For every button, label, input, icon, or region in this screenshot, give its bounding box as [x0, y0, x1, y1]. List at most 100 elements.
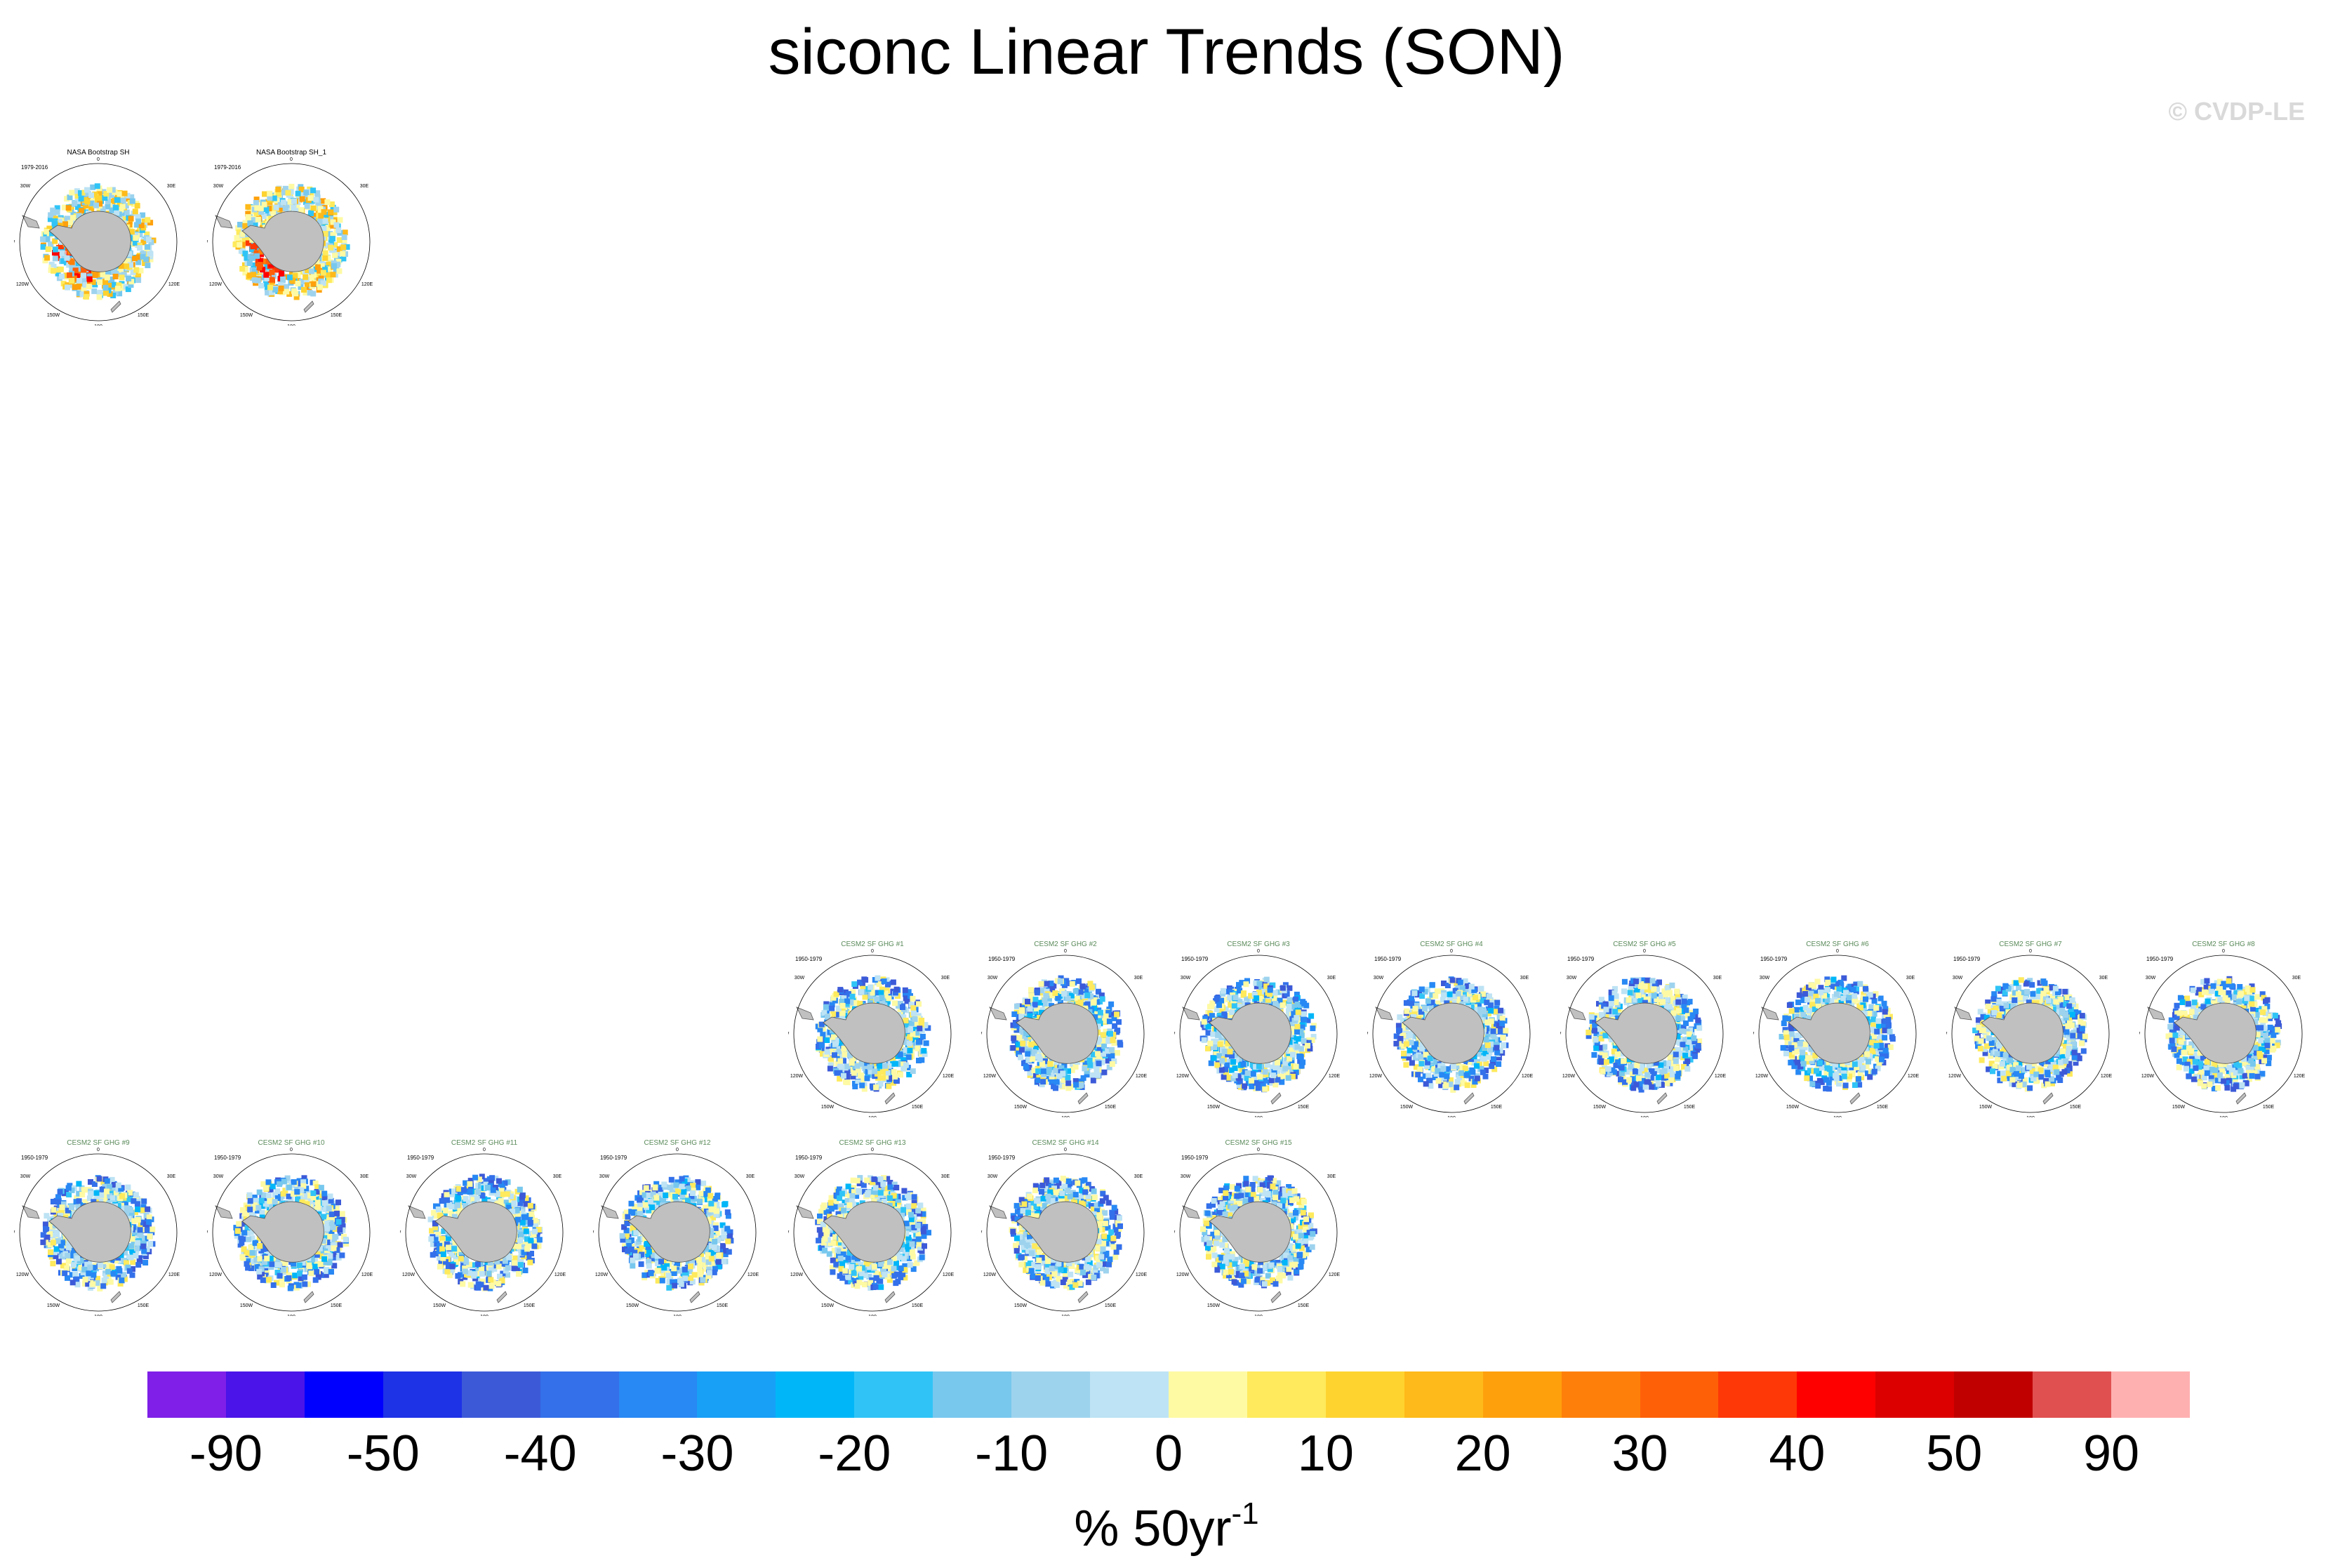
colorbar-box [1325, 1371, 1404, 1418]
new-zealand [689, 1291, 700, 1303]
colorbar [147, 1371, 2190, 1418]
south-america-tip [215, 1205, 233, 1219]
colorbar-box [1954, 1371, 2033, 1418]
panel-title: CESM2 SF GHG #3 [1227, 941, 1290, 948]
longitude-label: 0 [290, 1148, 293, 1152]
longitude-label: 180 [1254, 1315, 1263, 1316]
longitude-label: 150W [240, 1303, 253, 1308]
map-boundary [1951, 955, 2110, 1113]
map-boundary [19, 163, 178, 321]
longitude-label: 150E [1877, 1105, 1889, 1110]
figure-title: siconc Linear Trends (SON) [768, 16, 1565, 88]
longitude-label: 30E [167, 1174, 176, 1179]
map-boundary [405, 1153, 564, 1312]
longitude-label: 150E [331, 1303, 343, 1308]
map-panel: 060W60E18030W30E120W120E150W150ECESM2 SF… [207, 1139, 375, 1316]
colorbar-box [540, 1371, 619, 1418]
polar-map: 060W60E18030W30E120W120E150W150E [2139, 949, 2308, 1117]
panel-title: CESM2 SF GHG #2 [1034, 941, 1097, 948]
longitude-label: 0 [2222, 949, 2225, 954]
longitude-label: 30E [941, 1174, 950, 1179]
longitude-label: 30W [213, 184, 224, 189]
south-america-tip [601, 1205, 619, 1219]
new-zealand [110, 1291, 121, 1303]
longitude-label: 180 [94, 1315, 102, 1316]
longitude-label: 150E [524, 1303, 536, 1308]
south-america-tip [1182, 1006, 1200, 1021]
longitude-label: 30E [360, 184, 369, 189]
longitude-label: 0 [97, 157, 100, 162]
colorbar-box [2033, 1371, 2112, 1418]
antarctica-landmass [1981, 1002, 2063, 1064]
polar-map: 060W60E18030W30E120W120E150W150E [14, 157, 182, 326]
units-exponent: -1 [1231, 1496, 1259, 1531]
panel-period: 1950-1979 [1953, 956, 1981, 962]
longitude-label: 60W [400, 1230, 401, 1235]
colorbar-box [1090, 1371, 1169, 1418]
map-panel: 060W60E18030W30E120W120E150W150ECESM2 SF… [2139, 941, 2308, 1117]
longitude-label: 30E [1134, 1174, 1143, 1179]
longitude-label: 120W [2141, 1074, 2155, 1079]
map-boundary [986, 955, 1145, 1113]
new-zealand [1077, 1291, 1089, 1303]
antarctica-landmass [1402, 1002, 1484, 1064]
colorbar-box [1404, 1371, 1483, 1418]
longitude-label: 120W [1948, 1074, 1962, 1079]
south-america-tip [989, 1006, 1007, 1021]
antarctica-landmass [823, 1002, 905, 1064]
longitude-label: 120W [983, 1074, 997, 1079]
south-america-tip [22, 215, 40, 229]
panel-title: CESM2 SF GHG #1 [841, 941, 904, 948]
panel-period: 1950-1979 [407, 1155, 434, 1161]
colorbar-box [2111, 1371, 2190, 1418]
longitude-label: 120E [168, 282, 180, 287]
longitude-label: 180 [480, 1315, 488, 1316]
map-panel: 060W60E18030W30E120W120E150W150ECESM2 SF… [14, 1139, 182, 1316]
map-boundary [793, 1153, 952, 1312]
antarctica-landmass [1209, 1002, 1291, 1064]
panel-title: CESM2 SF GHG #13 [839, 1139, 906, 1147]
longitude-label: 150W [1593, 1105, 1607, 1110]
longitude-label: 0 [2029, 949, 2032, 954]
longitude-label: 30E [1327, 1174, 1336, 1179]
longitude-label: 180 [673, 1315, 682, 1316]
longitude-label: 120E [1136, 1074, 1148, 1079]
longitude-label: 120W [1176, 1273, 1190, 1277]
map-boundary [212, 1153, 371, 1312]
colorbar-tick-label: 50 [1926, 1426, 1983, 1482]
longitude-label: 60W [14, 240, 15, 245]
longitude-label: 150E [1105, 1105, 1117, 1110]
antarctica-landmass [241, 1201, 324, 1263]
antarctica-landmass [48, 211, 131, 272]
longitude-label: 0 [290, 157, 293, 162]
longitude-label: 120W [16, 282, 29, 287]
longitude-label: 60W [788, 1032, 790, 1037]
new-zealand [2235, 1092, 2247, 1105]
panel-period: 1950-1979 [1374, 956, 1402, 962]
antarctica-landmass [434, 1201, 517, 1263]
panel-title: CESM2 SF GHG #5 [1613, 941, 1676, 948]
longitude-label: 120W [1176, 1074, 1190, 1079]
longitude-label: 30E [1327, 976, 1336, 981]
south-america-tip [1568, 1006, 1586, 1021]
longitude-label: 120E [943, 1074, 955, 1079]
colorbar-tick-label: 90 [2083, 1426, 2140, 1482]
new-zealand [1270, 1092, 1282, 1105]
map-panel: 060W60E18030W30E120W120E150W150ENASA Boo… [207, 149, 375, 326]
longitude-label: 120W [983, 1273, 997, 1277]
longitude-label: 0 [1064, 949, 1067, 954]
panel-period: 1950-1979 [1567, 956, 1595, 962]
map-boundary [1179, 1153, 1338, 1312]
longitude-label: 150W [1400, 1105, 1414, 1110]
longitude-label: 150E [1684, 1105, 1696, 1110]
colorbar-tick-label: -20 [818, 1426, 891, 1482]
longitude-label: 120W [16, 1273, 29, 1277]
longitude-label: 60W [1753, 1032, 1755, 1037]
antarctica-landmass [1016, 1002, 1098, 1064]
units-base: % 50yr [1074, 1501, 1232, 1557]
longitude-label: 120E [1715, 1074, 1727, 1079]
panel-title: CESM2 SF GHG #12 [644, 1139, 711, 1147]
colorbar-box [1718, 1371, 1797, 1418]
south-america-tip [796, 1205, 814, 1219]
colorbar-tick-label: -30 [660, 1426, 734, 1482]
